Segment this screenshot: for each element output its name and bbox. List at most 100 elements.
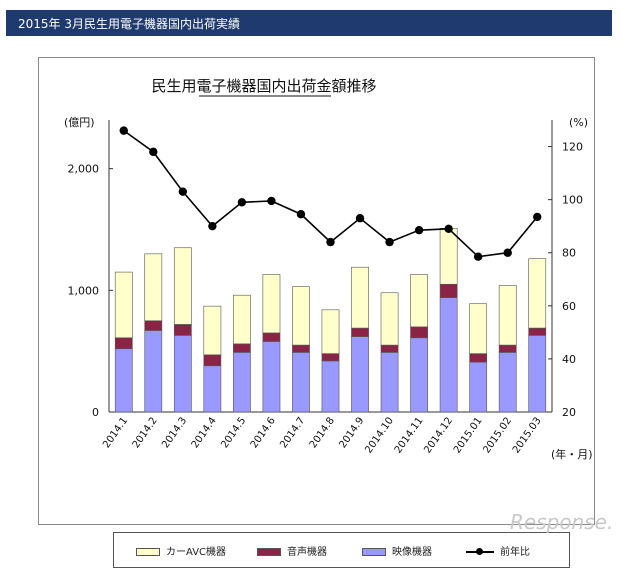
legend-item-yoy: 前年比 [466,543,530,558]
point-yoy [326,237,335,247]
legend-item-audio: 音声機器 [257,543,327,558]
x-tick-label: 2014.10 [363,415,396,455]
x-tick-label: 2015.02 [481,415,514,455]
bar-video [528,335,547,413]
x-tick-label: 2014.2 [131,415,160,450]
y-right-tick-label: 40 [562,353,576,366]
point-yoy [237,198,247,207]
legend-item-car-avc: カーAVC機器 [136,543,226,558]
bar-audio [292,344,310,353]
bar-video [351,336,369,413]
bar-car-avc [321,309,340,354]
x-tick-label: 2014.8 [308,415,337,450]
point-yoy [385,237,394,247]
legend-swatch-car-avc [136,548,160,556]
point-yoy [149,147,158,157]
bar-video [439,297,458,413]
point-yoy [533,212,542,222]
page-title: 2015年 3月民生用電子機器国内出荷実績 [18,17,240,31]
x-tick-label: 2014.12 [422,415,455,455]
bar-video [498,352,517,413]
y-left-tick-label: 2,000 [68,163,100,176]
bar-car-avc [262,274,281,334]
bar-car-avc [203,305,222,356]
x-tick-label: 2014.7 [278,415,307,450]
bar-car-avc [114,271,133,339]
bar-video [469,361,488,413]
legend-line-yoy [466,548,494,556]
bar-car-avc [173,247,192,325]
x-tick-label: 2015.01 [452,415,485,455]
bar-audio [233,343,251,353]
x-tick-label: 2014.5 [219,415,248,450]
bar-car-avc [380,292,399,346]
legend-swatch-audio [257,548,281,556]
bar-video [203,365,222,413]
chart-frame: 民生用電子機器国内出荷金額推移 (億円) (%) (年・月) 0 1,000 2,0… [38,57,595,568]
bar-video [173,335,192,413]
bar-audio [439,283,458,298]
bar-audio [498,344,517,353]
bar-car-avc [439,227,458,285]
bar-video [292,352,310,413]
bar-audio [528,327,547,336]
bar-audio [144,320,163,331]
bar-car-avc [233,294,251,345]
point-yoy [178,187,188,196]
bar-video [410,337,428,413]
x-tick-label: 2014.1 [101,415,130,450]
bar-car-avc [469,303,488,354]
bar-car-avc [144,253,163,322]
bar-car-avc [292,286,310,346]
bar-audio [351,327,369,337]
x-tick-label: 2014.3 [160,415,189,450]
x-tick-label: 2014.6 [249,415,278,450]
point-yoy [414,225,424,235]
bar-video [144,330,163,413]
x-tick-label: 2014.11 [393,415,426,455]
bar-video [114,348,133,413]
x-tick-label: 2015.03 [511,415,544,455]
x-unit: (年・月) [551,447,593,461]
y-right-unit: (%) [569,116,588,129]
bar-video [233,352,251,413]
y-right-tick-label: 20 [562,406,576,419]
bar-audio [114,337,133,350]
y-left-tick-label: 0 [92,406,99,419]
bar-video [262,341,281,413]
point-yoy [355,214,365,223]
bar-audio [410,326,428,339]
bar-audio [173,324,192,336]
bar-audio [262,332,281,342]
bar-audio [469,353,488,363]
point-yoy [119,126,128,135]
legend: カーAVC機器 音声機器 映像機器 前年比 [113,532,570,568]
bar-car-avc [410,274,428,328]
bar-car-avc [498,285,517,346]
bar-video [380,352,399,413]
y-right-tick-label: 120 [562,141,583,154]
y-right-tick-label: 80 [562,247,576,260]
bar-video [321,360,340,413]
bar-car-avc [528,258,547,329]
chart-title: 民生用電子機器国内出荷金額推移 [151,77,376,95]
point-yoy [503,248,512,257]
bar-audio [321,353,340,362]
point-yoy [473,252,483,261]
y-right-tick-label: 100 [562,194,583,207]
bar-audio [380,344,399,353]
point-yoy [267,196,276,206]
point-yoy [208,221,217,231]
y-right-tick-label: 60 [562,300,576,313]
y-left-unit: (億円) [64,116,95,129]
bar-car-avc [351,266,369,329]
legend-swatch-video [362,548,386,556]
watermark-logo: Response. [510,510,614,534]
point-yoy [296,210,306,219]
chart: 民生用電子機器国内出荷金額推移 (億円) (%) (年・月) 0 1,000 2,0… [64,77,593,461]
x-tick-label: 2014.4 [190,415,219,450]
legend-item-video: 映像機器 [362,543,432,558]
point-yoy [444,224,453,234]
y-left-tick-label: 1,000 [68,284,100,297]
x-tick-label: 2014.9 [337,415,366,450]
